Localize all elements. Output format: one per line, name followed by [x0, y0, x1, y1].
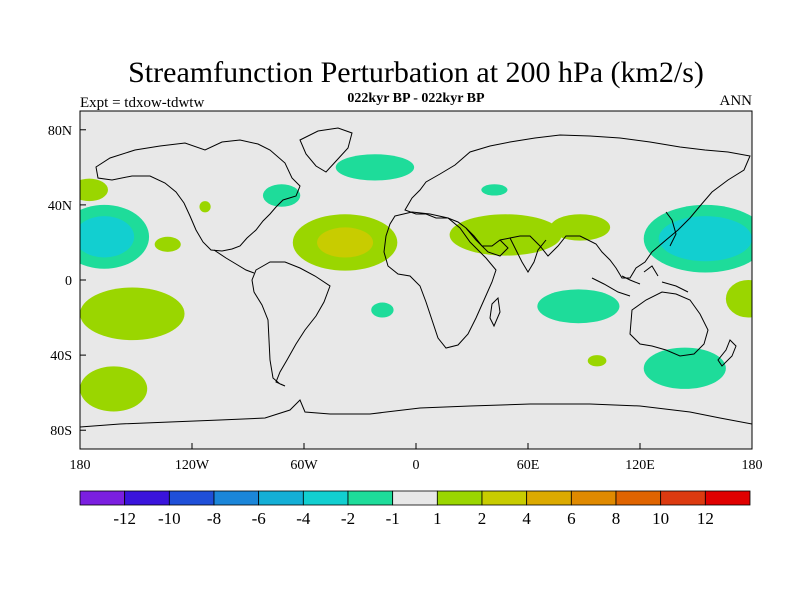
x-tick-label: 120E — [625, 458, 655, 473]
anomaly-mideast-band — [449, 214, 562, 256]
coastline-layer — [80, 127, 752, 428]
anomaly-south-pacific-east — [80, 287, 185, 341]
colorbar-label: -6 — [252, 509, 266, 528]
coast-new-zealand — [717, 339, 737, 367]
coast-greenland — [299, 127, 353, 173]
colorbar: -12 -10 -8 -6 -4 -2 -1 1 2 4 6 8 10 12 — [79, 490, 751, 528]
anomaly-rockies-small — [199, 201, 211, 213]
coast-india — [509, 237, 547, 273]
colorbar-label: 1 — [433, 509, 442, 528]
season-label: ANN — [720, 93, 753, 109]
coast-arabia — [465, 227, 509, 257]
coast-south-america — [251, 261, 331, 387]
anomaly-north-atlantic-inner — [317, 227, 374, 258]
y-tick-label: 80N — [48, 124, 72, 139]
y-axis-ticks: 80N 40N 0 40S 80S — [48, 124, 86, 439]
anomaly-india-band — [550, 214, 611, 241]
colorbar-label: 6 — [567, 509, 576, 528]
colorbar-label: 10 — [652, 509, 669, 528]
chart-title: Streamfunction Perturbation at 200 hPa (… — [128, 56, 704, 89]
chart-subtitle: 022kyr BP - 022kyr BP — [347, 91, 485, 106]
anomaly-greenland-nordic — [335, 154, 415, 181]
colorbar-label: 12 — [697, 509, 714, 528]
x-tick-label: 60W — [290, 458, 318, 473]
colorbar-swatch — [213, 490, 260, 506]
anomaly-central-pacific-small — [154, 236, 181, 252]
anomaly-siberia-small — [481, 184, 508, 196]
map-background — [80, 111, 752, 449]
x-tick-label: 60E — [517, 458, 540, 473]
colorbar-swatch — [526, 490, 572, 506]
coast-eurasia — [404, 134, 751, 279]
colorbar-label: 2 — [478, 509, 487, 528]
anomaly-indian-ocean-band — [537, 289, 620, 324]
colorbar-label: -1 — [386, 509, 400, 528]
coast-antarctica — [80, 399, 752, 428]
anomaly-south-pacific-far — [80, 366, 148, 412]
colorbar-label: -4 — [296, 509, 311, 528]
anomaly-layer — [80, 154, 752, 412]
colorbar-swatch — [124, 490, 170, 506]
anomaly-tasman-band — [643, 347, 726, 389]
y-tick-label: 40N — [48, 199, 72, 214]
colorbar-label: 4 — [522, 509, 531, 528]
y-tick-label: 40S — [50, 349, 72, 364]
anomaly-north-pacific-core — [80, 216, 135, 258]
anomaly-canada-east — [262, 184, 301, 207]
anomaly-southwest-pacific-far — [725, 280, 752, 318]
anomaly-alaska-patch — [80, 178, 108, 202]
x-tick-label: 180 — [70, 458, 91, 473]
x-tick-label: 120W — [175, 458, 210, 473]
colorbar-swatch — [347, 490, 394, 506]
anomaly-south-indian-small — [587, 355, 607, 367]
colorbar-swatch — [704, 490, 751, 506]
y-tick-label: 80S — [50, 424, 72, 439]
colorbar-swatch — [436, 490, 483, 506]
colorbar-swatch — [570, 490, 617, 506]
colorbar-label: -10 — [158, 509, 181, 528]
y-tick-label: 0 — [65, 274, 72, 289]
coast-australia — [629, 291, 709, 357]
coast-indonesia — [591, 265, 689, 297]
colorbar-swatch — [258, 490, 304, 506]
x-tick-label: 180 — [742, 458, 763, 473]
colorbar-swatch — [392, 490, 438, 506]
coast-central-america — [213, 249, 255, 274]
colorbar-label: -2 — [341, 509, 355, 528]
x-axis-ticks: 180 120W 60W 0 60E 120E 180 — [70, 443, 763, 473]
anomaly-south-atlantic-small — [371, 302, 394, 318]
colorbar-swatch — [302, 490, 349, 506]
x-tick-label: 0 — [413, 458, 420, 473]
colorbar-swatch — [79, 490, 126, 506]
colorbar-label: -12 — [113, 509, 136, 528]
colorbar-swatch — [615, 490, 662, 506]
colorbar-label: 8 — [612, 509, 621, 528]
experiment-label: Expt = tdxow-tdwtw — [80, 95, 204, 111]
colorbar-swatch — [660, 490, 706, 506]
coast-north-america — [95, 139, 301, 252]
map-panel — [80, 111, 752, 449]
coast-africa — [383, 211, 497, 349]
colorbar-swatch — [168, 490, 215, 506]
colorbar-label: -8 — [207, 509, 221, 528]
anomaly-west-pacific-core — [658, 216, 752, 262]
coast-japan — [665, 211, 677, 247]
coast-madagascar — [489, 296, 501, 328]
colorbar-swatch — [481, 490, 528, 506]
